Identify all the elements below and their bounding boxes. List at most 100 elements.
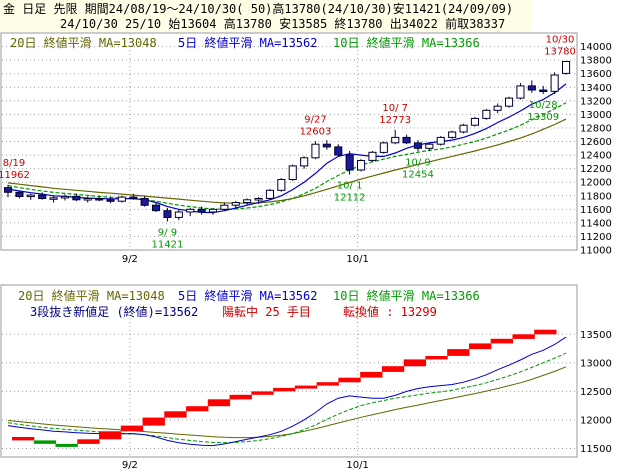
candle: [357, 159, 366, 172]
bottom-x-tick-label: 10/1: [346, 460, 368, 471]
line-break-brick: [273, 387, 296, 392]
candle-body: [493, 105, 502, 111]
top-y-tick-label: 12400: [580, 151, 612, 162]
line-break-brick: [251, 391, 274, 395]
candle: [322, 140, 331, 150]
candle-body: [49, 197, 58, 200]
bottom-legend-ma20: 20日 終値平滑 MA=13048: [18, 288, 165, 303]
line-break-brick: [447, 349, 470, 356]
candle-body: [550, 74, 559, 92]
top-legend: 20日 終値平滑 MA=13048 5日 終値平滑 MA=13562 10日 終…: [10, 35, 480, 50]
candle-body: [527, 85, 536, 91]
bottom-x-axis: 9/2 10/1: [122, 460, 369, 471]
candle: [243, 198, 252, 206]
top-x-tick-label: 10/1: [346, 254, 368, 265]
candle-body: [413, 142, 422, 149]
candle-body: [379, 142, 388, 153]
bottom-chart-frame: [0, 284, 578, 458]
candle-body: [277, 179, 286, 191]
line-break-brick: [33, 440, 57, 444]
candle: [505, 96, 514, 108]
candle: [527, 80, 536, 93]
annotation-low-date: 10/ 9: [405, 157, 431, 168]
annotation-low-value: 11421: [152, 239, 184, 250]
header-line1: 金 日足 先限 期間24/08/19～24/10/30( 50)高13780(2…: [3, 1, 513, 16]
top-y-tick-label: 12600: [580, 137, 612, 148]
candle: [95, 195, 104, 202]
line-break-brick: [186, 406, 209, 412]
bottom-y-tick-label: 12500: [580, 387, 612, 398]
candle-body: [231, 202, 240, 206]
bottom-legend-ma10: 10日 終値平滑 MA=13366: [333, 288, 480, 303]
top-y-axis: 11000 11200 11400 11600 11800 12000 12200 12400…: [580, 42, 612, 256]
sanpon-state: 陽転中 25 手目: [222, 304, 311, 319]
candle: [539, 85, 548, 95]
candle: [265, 188, 274, 200]
candle-body: [436, 136, 445, 145]
candle-body: [357, 160, 366, 171]
top-y-tick-label: 13200: [580, 96, 612, 107]
candle: [163, 207, 172, 222]
candle-body: [129, 196, 138, 200]
top-x-tick-label: 9/2: [122, 254, 138, 265]
candle-body: [539, 89, 548, 92]
line-break-brick: [142, 417, 165, 426]
line-break-brick: [512, 334, 535, 339]
candle: [311, 141, 320, 160]
top-ma10-line: [7, 102, 567, 210]
top-y-tick-label: 11000: [580, 246, 612, 257]
candle: [15, 190, 24, 199]
line-break-brick: [207, 399, 231, 407]
annotation-high-date: 9/27: [304, 114, 326, 125]
line-break-brick: [534, 329, 557, 335]
candle-body: [265, 189, 274, 199]
candle-body: [163, 210, 172, 218]
candle: [140, 195, 149, 207]
annotation-low-value: 13309: [527, 112, 559, 123]
bottom-x-tick-label: 9/2: [122, 460, 138, 471]
line-break-brick: [360, 371, 383, 378]
candle: [550, 72, 559, 95]
candle: [60, 194, 70, 201]
top-y-tick-label: 13000: [580, 110, 612, 121]
candle-body: [106, 199, 115, 202]
line-break-brick: [12, 437, 35, 441]
annotation-high-date: 10/30: [546, 34, 575, 45]
candle-body: [425, 143, 434, 149]
candle-body: [482, 109, 491, 119]
candle-body: [83, 198, 92, 201]
candle-body: [117, 196, 126, 202]
candle-body: [470, 117, 479, 126]
candle: [288, 164, 297, 181]
candle-body: [38, 194, 47, 200]
candle: [186, 207, 195, 217]
annotation-low-date: 10/ 1: [337, 181, 363, 192]
candle-body: [505, 97, 514, 107]
candle-body: [4, 187, 13, 193]
candle-body: [208, 208, 217, 213]
candle-body: [15, 191, 24, 197]
top-grid: [2, 34, 576, 251]
line-break-brick: [164, 411, 187, 418]
candle-body: [254, 198, 263, 201]
annotation-high-date: 8/19: [3, 158, 25, 169]
header-line2: 24/10/30 25/10 始13604 高13780 安13585 終137…: [60, 16, 505, 31]
candle-body: [448, 131, 457, 138]
bottom-legend-ma5: 5日 終値平滑 MA=13562: [178, 288, 317, 303]
top-y-tick-label: 13800: [580, 56, 612, 67]
candle: [208, 207, 217, 215]
candle-body: [197, 208, 206, 213]
annotation-low-value: 12112: [334, 193, 366, 204]
bottom-ma20-line: [7, 366, 567, 439]
top-y-tick-label: 11400: [580, 218, 612, 229]
line-break-series: [12, 329, 557, 447]
candle: [152, 202, 161, 213]
candle: [174, 209, 183, 221]
annotation-high-date: 10/ 7: [382, 103, 408, 114]
line-break-brick: [229, 394, 252, 400]
candle: [334, 144, 343, 157]
bottom-y-tick-label: 13000: [580, 358, 612, 369]
bottom-legend: 20日 終値平滑 MA=13048 5日 終値平滑 MA=13562 10日 終…: [18, 288, 480, 319]
annotation-low-value: 12454: [402, 169, 434, 180]
candle: [368, 150, 377, 162]
